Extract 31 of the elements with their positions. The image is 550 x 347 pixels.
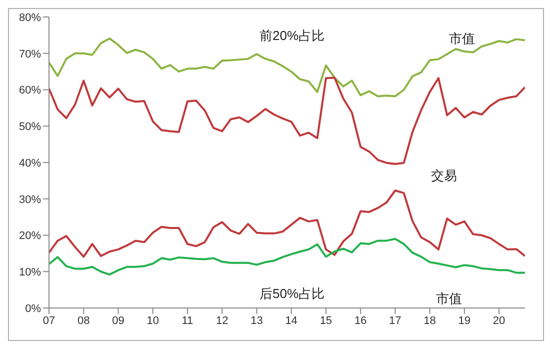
x-tick-label: 08 — [77, 314, 90, 327]
line-series — [49, 238, 525, 276]
line-series — [49, 190, 525, 258]
y-tick-label: 60% — [18, 84, 42, 97]
y-tick-label: 80% — [18, 12, 42, 24]
line-series — [49, 76, 525, 165]
y-tick-label: 40% — [18, 157, 42, 170]
x-tick-label: 07 — [42, 314, 56, 327]
y-tick-label: 0% — [25, 302, 42, 315]
y-tick-label: 50% — [18, 121, 42, 134]
y-tick-label: 10% — [18, 266, 42, 279]
x-tick-label: 19 — [458, 314, 471, 327]
annotation: 交易 — [430, 167, 458, 185]
annotation: 市值 — [435, 290, 463, 308]
x-tick-label: 16 — [354, 314, 367, 327]
x-tick-label: 09 — [112, 314, 124, 327]
annotation: 前20%占比 — [258, 27, 326, 45]
x-tick-label: 18 — [424, 314, 436, 327]
x-tick-label: 20 — [492, 314, 506, 327]
y-tick-label: 20% — [18, 230, 42, 242]
x-tick-label: 13 — [250, 314, 263, 327]
annotation: 后50%占比 — [258, 285, 326, 303]
y-tick-label: 70% — [18, 48, 42, 60]
x-tick-label: 10 — [146, 314, 159, 327]
x-tick-label: 17 — [389, 314, 402, 327]
x-tick-label: 15 — [320, 314, 332, 327]
annotation: 市值 — [448, 30, 476, 48]
x-tick-label: 11 — [182, 314, 194, 327]
x-tick-label: 14 — [285, 314, 298, 327]
x-tick-label: 12 — [216, 314, 228, 327]
y-tick-label: 30% — [18, 194, 42, 206]
